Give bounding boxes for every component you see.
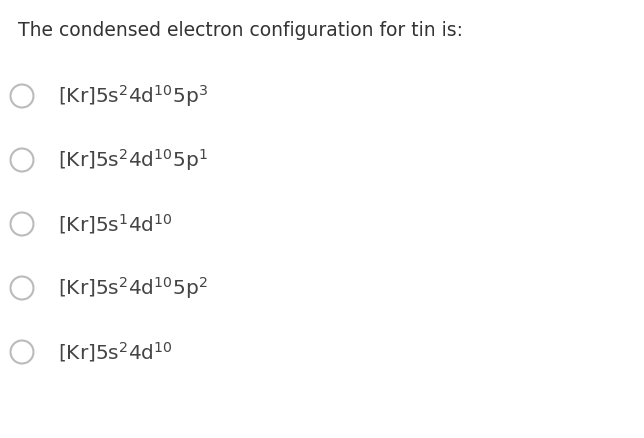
Text: [Kr]5s$^{2}$4d$^{10}$5p$^{2}$: [Kr]5s$^{2}$4d$^{10}$5p$^{2}$ xyxy=(58,275,207,301)
Text: The condensed electron configuration for tin is:: The condensed electron configuration for… xyxy=(18,21,463,39)
Text: [Kr]5s$^{2}$4d$^{10}$5p$^{1}$: [Kr]5s$^{2}$4d$^{10}$5p$^{1}$ xyxy=(58,147,208,173)
Text: [Kr]5s$^{2}$4d$^{10}$5p$^{3}$: [Kr]5s$^{2}$4d$^{10}$5p$^{3}$ xyxy=(58,83,208,109)
Text: [Kr]5s$^{1}$4d$^{10}$: [Kr]5s$^{1}$4d$^{10}$ xyxy=(58,212,173,236)
Text: [Kr]5s$^{2}$4d$^{10}$: [Kr]5s$^{2}$4d$^{10}$ xyxy=(58,340,173,364)
